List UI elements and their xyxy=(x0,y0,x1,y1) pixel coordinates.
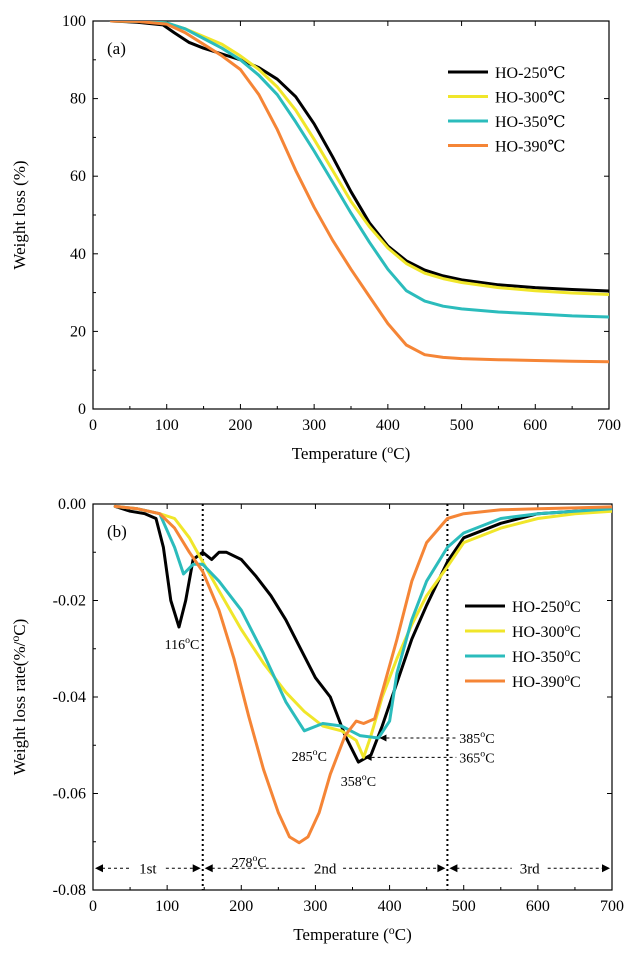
legend-label: HO-250oC xyxy=(512,597,581,616)
x-tick-label: 400 xyxy=(378,898,402,915)
legend-label: HO-300℃ xyxy=(495,90,565,107)
x-tick-label: 400 xyxy=(376,417,400,434)
y-tick-label: 80 xyxy=(70,91,86,108)
stage-arrowhead-left xyxy=(204,864,213,873)
x-axis-label: Temperature (oC) xyxy=(292,442,411,463)
series-line-ho-390 xyxy=(113,504,612,845)
y-tick-label: 0.00 xyxy=(58,496,86,513)
legend-label: HO-350℃ xyxy=(495,114,565,131)
annotation-arrowhead xyxy=(379,734,387,742)
x-tick-label: 600 xyxy=(523,417,547,434)
series-line-ho-350 xyxy=(113,504,612,740)
y-tick-label: -0.08 xyxy=(53,882,86,899)
y-tick-label: -0.06 xyxy=(53,786,86,803)
annotation-label: 116oC xyxy=(165,635,200,653)
legend-label: HO-390oC xyxy=(512,672,581,691)
x-axis-label: Temperature (oC) xyxy=(293,923,412,944)
series-line-ho-350- xyxy=(109,21,609,319)
stage-arrowhead-left xyxy=(95,864,103,873)
x-tick-label: 600 xyxy=(526,898,550,915)
series-line-ho-300- xyxy=(109,21,609,296)
stage-label: 3rd xyxy=(520,861,540,877)
panel-label: (a) xyxy=(107,39,126,58)
y-tick-label: 40 xyxy=(70,246,86,263)
y-tick-label: 100 xyxy=(62,13,86,30)
annotation-arrowhead xyxy=(364,753,372,761)
annotation-label: 278oC xyxy=(231,853,266,871)
annotation-label: 358oC xyxy=(341,772,376,790)
x-tick-label: 300 xyxy=(303,898,327,915)
legend-label: HO-350oC xyxy=(512,647,581,666)
annotation-label: 385oC xyxy=(459,729,494,747)
panel-label: (b) xyxy=(107,522,127,541)
x-tick-label: 200 xyxy=(228,417,252,434)
x-tick-label: 0 xyxy=(89,898,97,915)
series-line-ho-300 xyxy=(113,504,612,759)
y-tick-label: -0.02 xyxy=(53,593,86,610)
x-tick-label: 500 xyxy=(452,898,476,915)
y-axis-label: Weight loss rate(%/oC) xyxy=(8,619,29,776)
x-tick-label: 200 xyxy=(229,898,253,915)
x-tick-label: 100 xyxy=(155,417,179,434)
annotation-label: 285oC xyxy=(292,747,327,765)
annotation-label: 365oC xyxy=(459,748,494,766)
stage-arrowhead-right xyxy=(437,864,446,873)
plot-frame-b xyxy=(92,503,613,891)
y-tick-label: 60 xyxy=(70,168,86,185)
series-line-ho-250- xyxy=(109,21,609,293)
x-tick-label: 700 xyxy=(600,898,624,915)
legend-label: HO-390℃ xyxy=(495,139,565,156)
stage-arrowhead-right xyxy=(602,864,610,873)
x-tick-label: 0 xyxy=(89,417,97,434)
y-tick-label: -0.04 xyxy=(53,689,86,706)
x-tick-label: 500 xyxy=(450,417,474,434)
stage-label: 1st xyxy=(139,861,157,877)
stage-arrowhead-left xyxy=(449,864,458,873)
y-tick-label: 20 xyxy=(70,323,86,340)
stage-label: 2nd xyxy=(314,861,337,877)
stage-arrowhead-right xyxy=(192,864,201,873)
series-line-ho-390- xyxy=(109,21,609,364)
x-tick-label: 700 xyxy=(597,417,621,434)
y-tick-label: 0 xyxy=(78,401,86,418)
x-tick-label: 100 xyxy=(155,898,179,915)
x-tick-label: 300 xyxy=(302,417,326,434)
legend-label: HO-300oC xyxy=(512,622,581,641)
legend-label: HO-250℃ xyxy=(495,65,565,82)
y-axis-label: Weight loss (%) xyxy=(10,160,29,269)
